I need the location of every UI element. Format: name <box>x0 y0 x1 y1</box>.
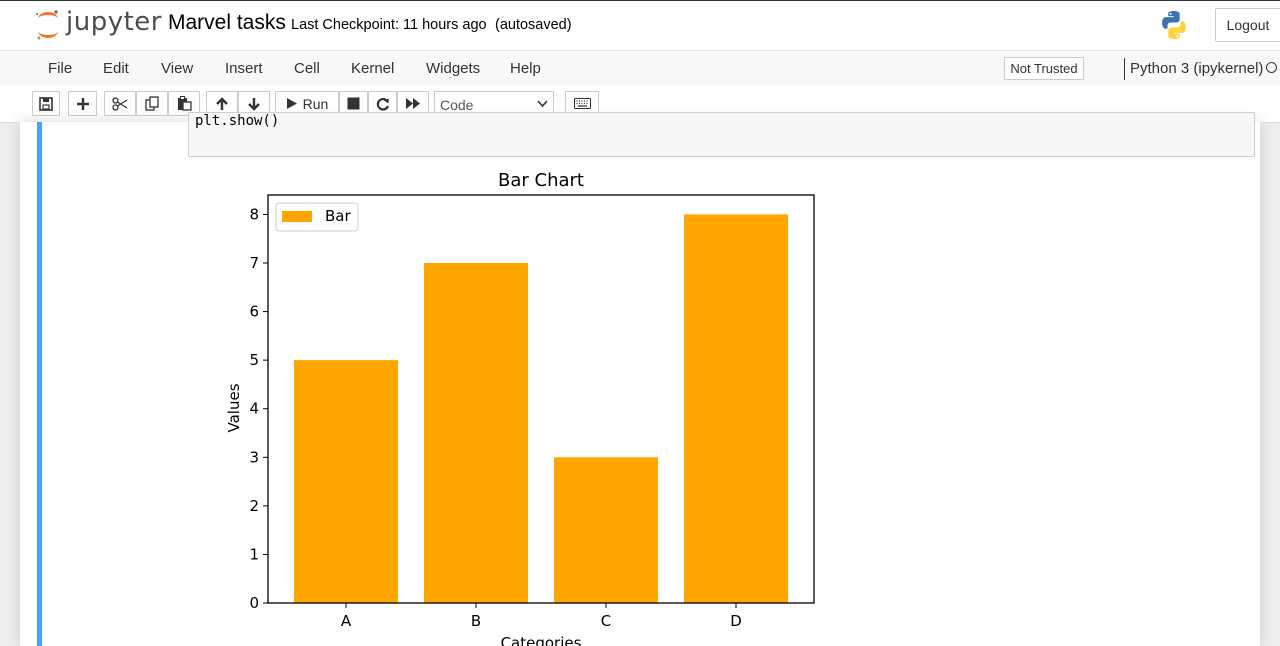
menu-edit[interactable]: Edit <box>103 60 129 77</box>
chevron-down-icon <box>537 100 548 108</box>
notebook-title[interactable]: Marvel tasks <box>168 11 286 34</box>
chart-title: Bar Chart <box>498 170 584 191</box>
y-tick-label: 8 <box>249 205 259 223</box>
jupyter-wordmark: jupyter <box>66 7 162 37</box>
x-ticks-group: A B C D <box>341 603 742 630</box>
restart-button[interactable] <box>368 91 397 116</box>
restart-icon <box>376 97 389 111</box>
y-tick-label: 1 <box>249 545 259 563</box>
legend-label: Bar <box>325 207 351 225</box>
y-axis-label: Values <box>225 383 243 432</box>
legend-box <box>275 202 359 232</box>
notebook-container: plt.show() Bar Chart Values Categories 0… <box>20 112 1260 646</box>
kernel-name[interactable]: Python 3 (ipykernel) <box>1130 60 1264 77</box>
copy-button[interactable] <box>136 91 168 116</box>
bar-C <box>554 457 658 603</box>
bar-A <box>294 360 398 603</box>
y-tick-label: 0 <box>249 594 259 612</box>
menu-widgets[interactable]: Widgets <box>426 60 481 77</box>
menu-cell[interactable]: Cell <box>294 60 320 77</box>
bars-group <box>294 214 788 603</box>
menu-insert[interactable]: Insert <box>225 60 263 77</box>
logout-button[interactable]: Logout <box>1215 8 1280 42</box>
run-label: Run <box>302 95 329 112</box>
interrupt-button[interactable] <box>339 91 368 116</box>
insert-cell-button[interactable] <box>68 91 97 116</box>
x-tick-label: D <box>730 612 742 630</box>
command-palette-button[interactable] <box>565 91 599 116</box>
menu-file[interactable]: File <box>48 60 73 77</box>
y-tick-label: 4 <box>249 400 259 418</box>
y-tick-label: 7 <box>249 254 259 272</box>
header: jupyter Marvel tasks Last Checkpoint: 11… <box>0 0 1280 51</box>
bar-chart-output: Bar Chart Values Categories 0 1 2 3 4 5 6 7 8 A B… <box>225 170 815 646</box>
menu-view[interactable]: View <box>161 60 194 77</box>
save-icon <box>39 96 53 111</box>
run-button[interactable]: Run <box>275 91 339 116</box>
menu-help[interactable]: Help <box>510 60 541 77</box>
kernel-idle-indicator-icon <box>1266 62 1277 73</box>
code-input-area[interactable]: plt.show() <box>188 112 1255 157</box>
checkpoint-status: Last Checkpoint: 11 hours ago <box>291 17 487 33</box>
plot-frame <box>267 194 815 604</box>
legend-swatch <box>282 211 312 222</box>
selected-cell-indicator <box>37 122 42 646</box>
cell-type-value: Code <box>440 97 474 113</box>
y-tick-label: 3 <box>249 448 259 466</box>
y-tick-label: 6 <box>249 303 259 321</box>
fast-forward-icon <box>406 98 420 109</box>
arrow-down-icon <box>248 97 260 111</box>
save-button[interactable] <box>32 91 60 116</box>
play-icon <box>286 98 297 109</box>
bar-B <box>424 263 528 603</box>
menu-kernel[interactable]: Kernel <box>351 60 395 77</box>
paste-button[interactable] <box>168 91 200 116</box>
stop-icon <box>347 97 360 110</box>
cut-icon <box>112 96 128 111</box>
menubar: File Edit View Insert Cell Kernel Widget… <box>0 50 1280 87</box>
x-axis-label: Categories <box>501 634 582 646</box>
trust-status-button[interactable]: Not Trusted <box>1004 57 1084 80</box>
y-ticks-group: 0 1 2 3 4 5 6 7 8 <box>249 205 268 612</box>
jupyter-logo-icon[interactable] <box>34 9 159 41</box>
x-tick-label: A <box>341 612 352 630</box>
kernel-separator <box>1124 58 1125 80</box>
keyboard-icon <box>573 98 591 109</box>
plus-icon <box>76 97 89 110</box>
legend: Bar <box>275 202 359 232</box>
arrow-up-icon <box>216 96 228 110</box>
code-line: plt.show() <box>195 113 280 129</box>
python-logo-icon <box>1162 11 1186 39</box>
y-tick-label: 2 <box>249 497 259 515</box>
copy-icon <box>144 96 159 111</box>
move-down-button[interactable] <box>238 91 270 116</box>
x-tick-label: B <box>471 612 481 630</box>
x-tick-label: C <box>601 612 611 630</box>
cut-button[interactable] <box>104 91 136 116</box>
bar-D <box>684 214 788 603</box>
paste-icon <box>177 96 192 111</box>
autosave-status: (autosaved) <box>495 17 572 33</box>
y-tick-label: 5 <box>249 351 259 369</box>
